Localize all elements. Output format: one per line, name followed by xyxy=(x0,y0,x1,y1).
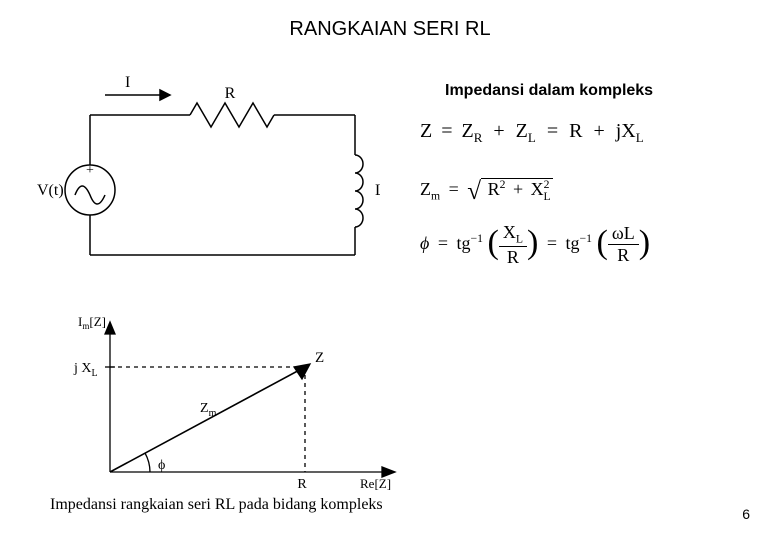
phasor-R: R xyxy=(297,477,307,492)
page-title: RANGKAIAN SERI RL xyxy=(0,18,780,41)
circuit-label-L: L xyxy=(375,182,380,199)
circuit-diagram: + I R L V(t) xyxy=(35,70,380,270)
phasor-Zm: Zm xyxy=(200,401,217,419)
circuit-plus: + xyxy=(86,163,94,178)
circuit-label-V: V(t) xyxy=(37,182,64,199)
subtitle: Impedansi dalam kompleks xyxy=(445,82,653,100)
circuit-label-R: R xyxy=(225,85,236,102)
phasor-jXL: j XL xyxy=(73,361,98,379)
phasor-caption: Impedansi rangkaian seri RL pada bidang … xyxy=(50,496,383,514)
phasor-xaxis-label: Re[Z] xyxy=(360,476,391,491)
equation-1: Z = ZR + ZL = R + jXL xyxy=(420,120,644,146)
equation-2: Zm = √ R2 + X2L xyxy=(420,178,553,206)
phasor-phi: ϕ xyxy=(158,458,165,473)
circuit-label-I: I xyxy=(125,74,130,91)
phasor-diagram: Im[Z] Re[Z] j XL Z Zm R ϕ xyxy=(70,312,410,497)
equation-3: ϕ = tg−1 ( XL R ) = tg−1 ( ωL R ) xyxy=(420,222,650,268)
page-number: 6 xyxy=(742,506,750,522)
phasor-yaxis-label: Im[Z] xyxy=(78,314,106,331)
phasor-Z: Z xyxy=(315,350,324,366)
